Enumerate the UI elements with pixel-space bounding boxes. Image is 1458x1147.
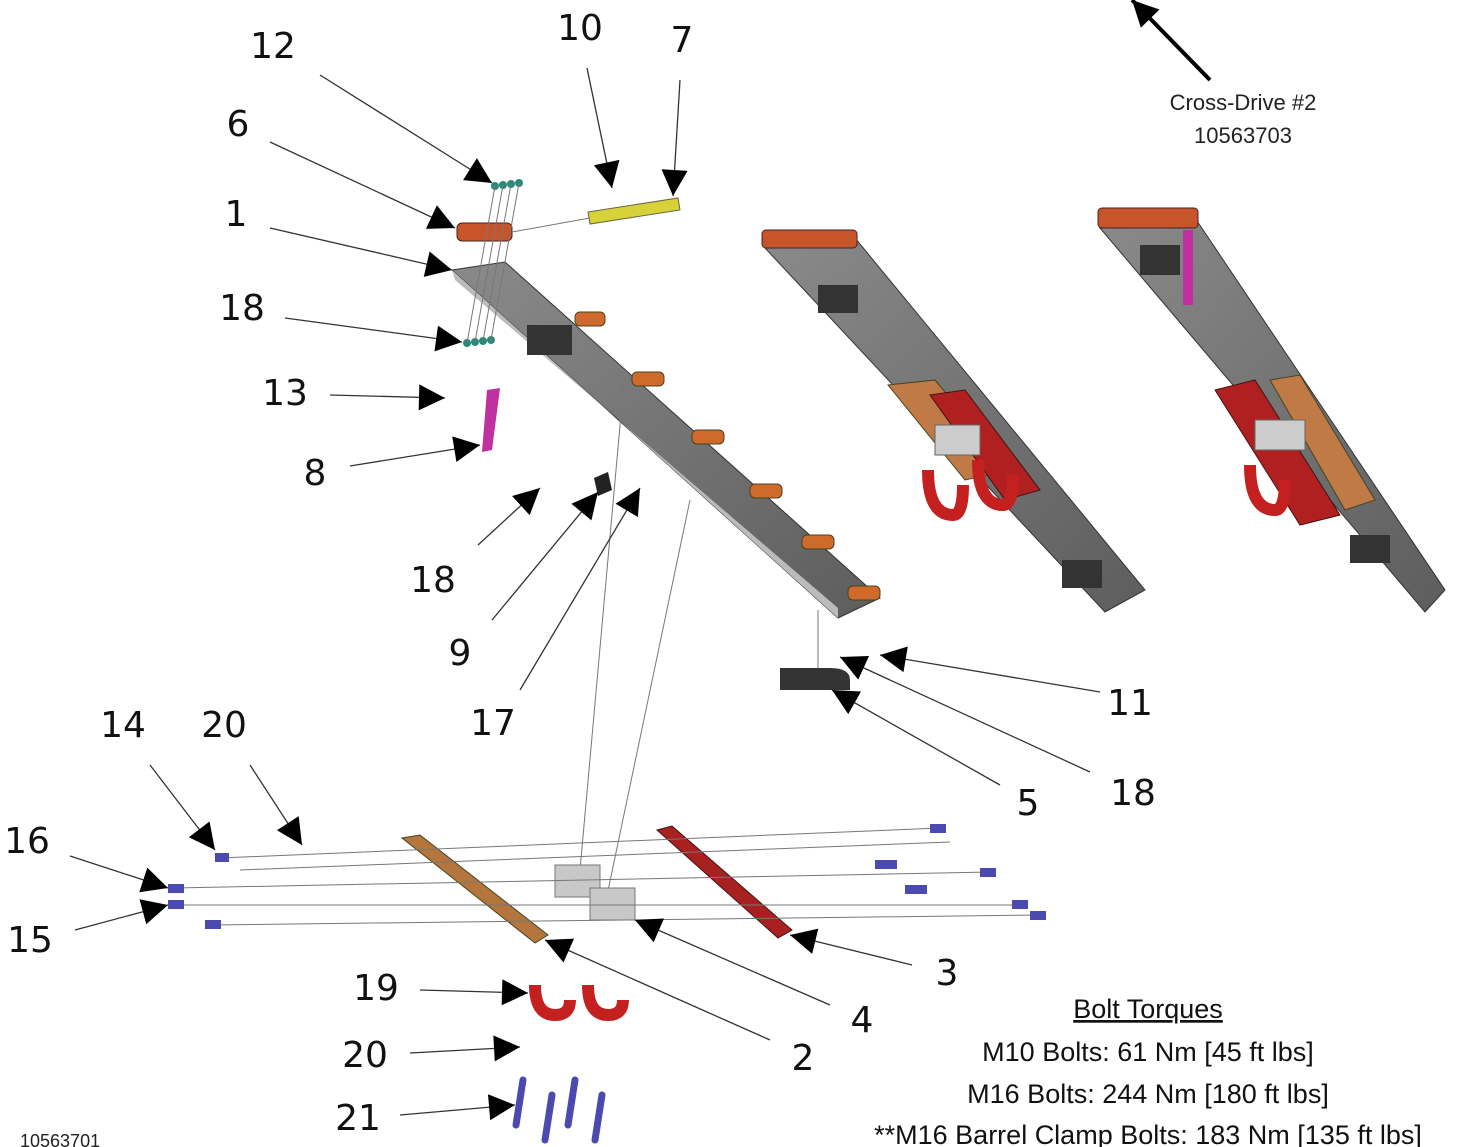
- part-9: [594, 472, 612, 496]
- block: [527, 325, 572, 355]
- callout-number: 13: [262, 373, 308, 414]
- leader-line: [634, 918, 831, 1006]
- callout-number: 20: [342, 1035, 388, 1076]
- callout-number: 19: [353, 968, 399, 1009]
- cross-drive-part-number: 10563703: [1194, 123, 1292, 148]
- clamp: [972, 459, 1019, 512]
- leader-line: [284, 317, 463, 352]
- clamp: [1244, 464, 1291, 517]
- callout-number: 5: [1017, 783, 1040, 824]
- top-plate: [761, 229, 858, 249]
- callout-number: 6: [227, 104, 250, 145]
- block: [934, 424, 981, 456]
- leader-line: [831, 689, 1001, 786]
- leader-line: [149, 764, 216, 851]
- callout-number: 9: [449, 633, 472, 674]
- bracket: [1214, 379, 1341, 526]
- torque-title: Bolt Torques: [1073, 994, 1223, 1024]
- callout-number: 8: [304, 453, 327, 494]
- block: [1140, 245, 1180, 275]
- callout-number: 10: [557, 8, 603, 49]
- cross-drive-arrow: [1130, 0, 1212, 82]
- leader-line: [319, 74, 493, 184]
- beam-3: [1097, 207, 1446, 613]
- leader-line: [249, 764, 303, 846]
- callout-number: 17: [470, 703, 516, 744]
- callout-number: 11: [1107, 683, 1153, 724]
- bracket: [1269, 374, 1376, 511]
- part-3: [655, 825, 793, 939]
- callout-number: 15: [7, 920, 53, 961]
- leader-line: [519, 487, 641, 691]
- beam-2: [761, 229, 1146, 613]
- clamp: [922, 469, 969, 522]
- beam-edge: [452, 270, 838, 618]
- part-7: [587, 197, 681, 225]
- callout-number: 16: [4, 821, 50, 862]
- bolts-21: [512, 1076, 606, 1144]
- block: [818, 285, 858, 313]
- leader-line: [544, 938, 771, 1041]
- callout-number: 18: [1110, 773, 1156, 814]
- leader-line: [586, 67, 620, 189]
- callout-number: 14: [100, 705, 146, 746]
- plate: [1183, 230, 1193, 305]
- leader-line: [477, 487, 541, 546]
- drawing-number: 10563701: [20, 1131, 100, 1147]
- block: [1254, 419, 1306, 451]
- bolt-paths: [466, 182, 819, 906]
- horizontal-bolt-paths: [174, 827, 1041, 926]
- leader-line: [789, 928, 913, 966]
- beam-body: [450, 261, 881, 619]
- callout-number: 7: [671, 20, 694, 61]
- block: [1350, 535, 1390, 563]
- part-19b: [582, 984, 629, 1022]
- leader-line: [269, 141, 456, 229]
- torque-line: M10 Bolts: 61 Nm [45 ft lbs]: [982, 1037, 1314, 1067]
- callout-number: 4: [851, 1000, 874, 1041]
- callout-number: 12: [250, 26, 296, 67]
- part-2: [400, 834, 549, 944]
- leader-line: [399, 1094, 516, 1121]
- bolts-horizontal: [168, 824, 1046, 929]
- callout-number: 1: [225, 194, 248, 235]
- leader-line: [329, 384, 446, 411]
- callout-number: 2: [792, 1038, 815, 1079]
- leader-line: [74, 899, 169, 931]
- callout-number: 3: [936, 953, 959, 994]
- callout-number: 21: [335, 1098, 381, 1139]
- cross-drive-name: Cross-Drive #2: [1170, 90, 1317, 115]
- leader-line: [69, 855, 169, 893]
- leader-line: [661, 79, 688, 197]
- leader-line: [879, 646, 1101, 693]
- callout-number: 20: [201, 705, 247, 746]
- lugs: [574, 311, 881, 601]
- part-4b: [589, 887, 636, 921]
- block: [1062, 560, 1102, 588]
- callout-number: 18: [410, 560, 456, 601]
- part-5: [780, 668, 850, 690]
- part-8: [482, 388, 500, 452]
- leader-line: [409, 1035, 521, 1062]
- torque-line: **M16 Barrel Clamp Bolts: 183 Nm [135 ft…: [874, 1120, 1422, 1147]
- main-beam: [450, 261, 881, 619]
- leader-line: [419, 979, 529, 1006]
- leader-line: [349, 436, 481, 467]
- part-19a: [529, 984, 576, 1022]
- callout-number: 18: [219, 288, 265, 329]
- leader-line: [839, 656, 1091, 773]
- small-parts: [168, 179, 1046, 1144]
- leader-line: [491, 491, 599, 621]
- leader-line: [269, 227, 453, 277]
- top-plate: [1097, 207, 1199, 229]
- torque-line: M16 Bolts: 244 Nm [180 ft lbs]: [967, 1079, 1329, 1109]
